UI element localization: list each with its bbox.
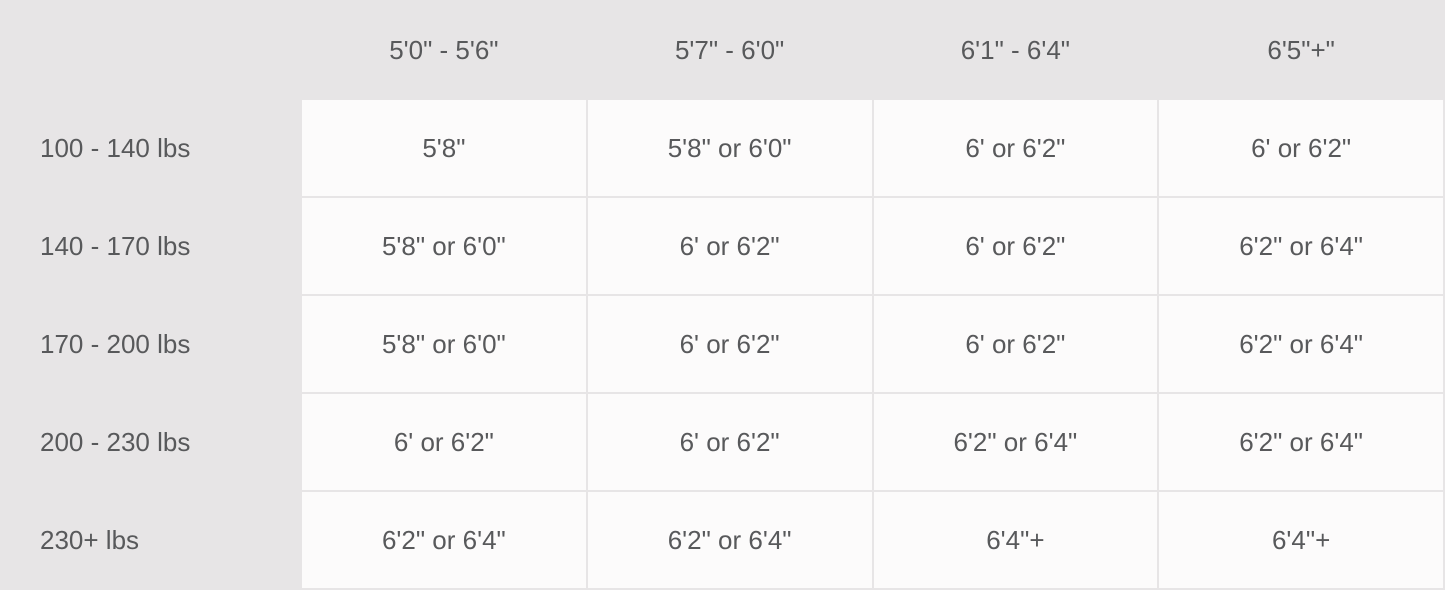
table-cell: 6'4"+ bbox=[873, 491, 1159, 589]
table-row: 230+ lbs 6'2" or 6'4" 6'2" or 6'4" 6'4"+… bbox=[1, 491, 1444, 589]
table-header-row: 5'0" - 5'6" 5'7" - 6'0" 6'1" - 6'4" 6'5"… bbox=[1, 1, 1444, 99]
table-cell: 6' or 6'2" bbox=[301, 393, 587, 491]
table-cell: 5'8" bbox=[301, 99, 587, 197]
row-header: 200 - 230 lbs bbox=[1, 393, 301, 491]
table-cell: 5'8" or 6'0" bbox=[301, 295, 587, 393]
table-cell: 5'8" or 6'0" bbox=[587, 99, 873, 197]
table-cell: 6' or 6'2" bbox=[873, 99, 1159, 197]
table-row: 170 - 200 lbs 5'8" or 6'0" 6' or 6'2" 6'… bbox=[1, 295, 1444, 393]
row-header: 170 - 200 lbs bbox=[1, 295, 301, 393]
column-header: 6'1" - 6'4" bbox=[873, 1, 1159, 99]
corner-cell bbox=[1, 1, 301, 99]
table-cell: 6' or 6'2" bbox=[873, 197, 1159, 295]
table-cell: 5'8" or 6'0" bbox=[301, 197, 587, 295]
sizing-table: 5'0" - 5'6" 5'7" - 6'0" 6'1" - 6'4" 6'5"… bbox=[0, 0, 1445, 590]
column-header: 5'7" - 6'0" bbox=[587, 1, 873, 99]
table-cell: 6'2" or 6'4" bbox=[1158, 197, 1444, 295]
row-header: 230+ lbs bbox=[1, 491, 301, 589]
table-row: 100 - 140 lbs 5'8" 5'8" or 6'0" 6' or 6'… bbox=[1, 99, 1444, 197]
table-cell: 6'4"+ bbox=[1158, 491, 1444, 589]
table-cell: 6' or 6'2" bbox=[587, 393, 873, 491]
table-cell: 6'2" or 6'4" bbox=[587, 491, 873, 589]
table-cell: 6'2" or 6'4" bbox=[873, 393, 1159, 491]
table-row: 140 - 170 lbs 5'8" or 6'0" 6' or 6'2" 6'… bbox=[1, 197, 1444, 295]
table-cell: 6' or 6'2" bbox=[587, 197, 873, 295]
table-cell: 6'2" or 6'4" bbox=[1158, 393, 1444, 491]
column-header: 6'5"+" bbox=[1158, 1, 1444, 99]
table-cell: 6'2" or 6'4" bbox=[1158, 295, 1444, 393]
row-header: 140 - 170 lbs bbox=[1, 197, 301, 295]
table-cell: 6' or 6'2" bbox=[1158, 99, 1444, 197]
table-row: 200 - 230 lbs 6' or 6'2" 6' or 6'2" 6'2"… bbox=[1, 393, 1444, 491]
table-cell: 6' or 6'2" bbox=[873, 295, 1159, 393]
table-cell: 6'2" or 6'4" bbox=[301, 491, 587, 589]
column-header: 5'0" - 5'6" bbox=[301, 1, 587, 99]
row-header: 100 - 140 lbs bbox=[1, 99, 301, 197]
table-cell: 6' or 6'2" bbox=[587, 295, 873, 393]
